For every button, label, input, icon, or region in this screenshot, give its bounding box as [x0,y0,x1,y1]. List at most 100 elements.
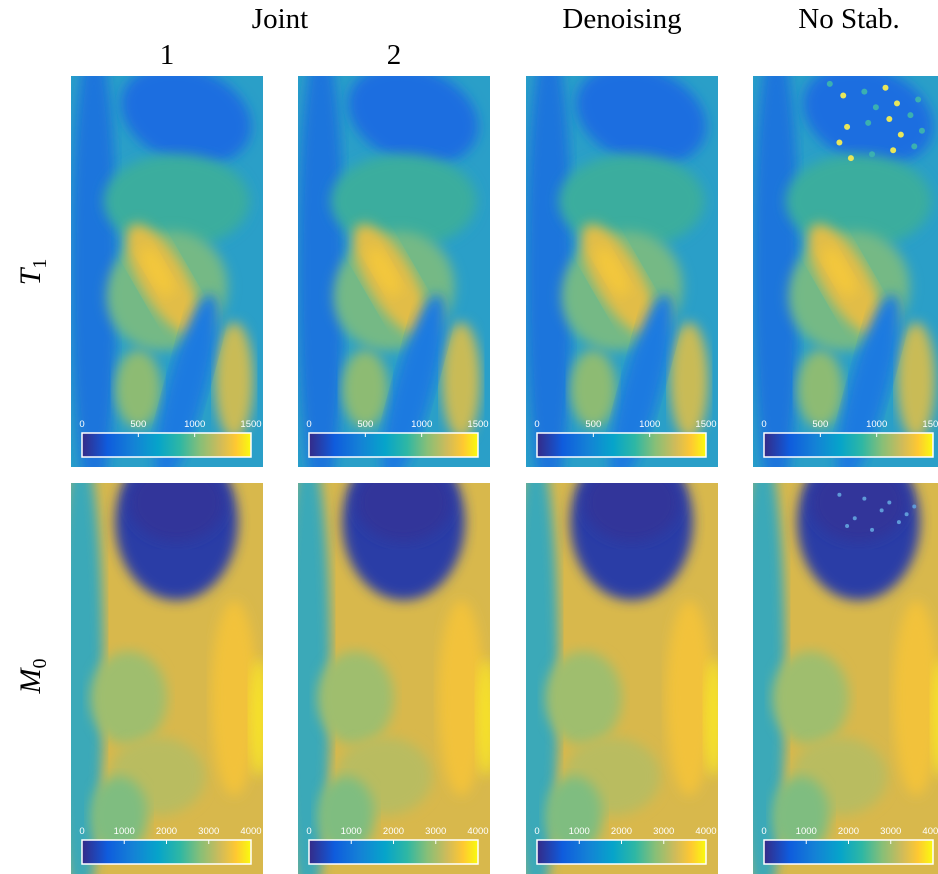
colorbar [537,433,706,457]
image-region [129,463,225,541]
colorbar-tick-label: 0 [534,419,539,430]
colorbar-tick-label: 1500 [695,419,716,430]
row-label: T1 [14,259,51,286]
colorbar-tick-label: 0 [79,826,84,837]
image-noise [912,504,916,508]
panel-image [513,444,724,874]
image-noise [845,524,849,528]
column-header: 2 [387,39,402,71]
colorbar-tick-label: 1000 [796,826,817,837]
group-header: No Stab. [798,3,900,35]
panel: 0 1000 2000 3000 4000 [285,444,496,874]
page: Joint 1 2 Denoising No Stab. T1 M0 05001… [0,0,938,874]
panel-image [285,444,496,874]
image-noise [837,493,841,497]
image-noise [894,100,900,106]
row-label-sub: 0 [29,659,51,669]
colorbar-tick-label: 1000 [114,826,135,837]
colorbar-tick-label: 3000 [198,826,219,837]
image-noise [907,112,913,118]
colorbar-tick-label: 0 [79,419,84,430]
image-noise [905,512,909,516]
colorbar-tick-label: 4000 [240,826,261,837]
image-region [797,350,843,428]
colorbar-tick-label: 3000 [425,826,446,837]
colorbar [309,433,478,457]
image-noise [827,81,833,87]
panel: 0 500 1000 1500 [753,37,938,506]
image-noise [919,128,925,134]
panel: 0 500 1000 1500 [526,37,720,506]
colorbar-tick-label: 1000 [184,419,205,430]
image-region [545,651,622,745]
image-noise [898,132,904,138]
group-header: Joint [252,3,308,35]
image-noise [869,151,875,157]
image-noise [882,85,888,91]
colorbar-tick-label: 1000 [639,419,660,430]
colorbar-tick-label: 1000 [341,826,362,837]
image-region [250,659,269,776]
image-region [570,350,616,428]
colorbar [764,433,933,457]
image-region [115,350,161,428]
colorbar-tick-label: 3000 [880,826,901,837]
image-noise [862,497,866,501]
colorbar-tick-label: 4000 [695,826,716,837]
image-noise [861,89,867,95]
image-region [90,651,167,745]
image-noise [890,147,896,153]
panel: 050010001500 [298,37,492,506]
image-noise [865,120,871,126]
colorbar-tick-label: 0 [761,826,766,837]
image-noise [911,143,917,149]
colorbar-tick-label: 0 [761,419,766,430]
image-region [811,463,907,541]
image-noise [886,116,892,122]
image-noise [836,139,842,145]
panel-image [58,444,269,874]
colorbar-tick-label: 1500 [922,419,938,430]
image-noise [897,520,901,524]
image-noise [873,104,879,110]
row-label: M0 [14,659,51,695]
colorbar-tick-label: 1000 [569,826,590,837]
colorbar-tick-label: 2000 [383,826,404,837]
colorbar-tick-label: 1500 [240,419,261,430]
colorbar-tick-label: 0 [306,419,311,430]
image-noise [915,96,921,102]
colorbar-tick-label: 500 [585,419,601,430]
image-noise [870,528,874,532]
colorbar-tick-label: 4000 [467,826,488,837]
panel: 0 1000 2000 3000 4000 [58,444,269,874]
figure: Joint 1 2 Denoising No Stab. T1 M0 05001… [0,0,938,874]
colorbar-tick-label: 500 [812,419,828,430]
colorbar-tick-label: 500 [357,419,373,430]
row-label-main: M [14,667,47,695]
colorbar-tick-label: 0 [306,826,311,837]
colorbar-tick-label: 500 [130,419,146,430]
image-region [342,350,388,428]
image-noise [848,155,854,161]
image-region [893,600,938,796]
image-region [477,659,496,776]
image-noise [840,93,846,99]
image-noise [887,501,891,505]
colorbar-tick-label: 2000 [838,826,859,837]
panel-image [740,444,938,874]
image-region [317,651,394,745]
image-region [584,463,680,541]
image-region [772,651,849,745]
colorbar-tick-label: 3000 [653,826,674,837]
column-header: 1 [160,39,175,71]
colorbar-tick-label: 2000 [156,826,177,837]
colorbar-tick-label: 1000 [866,419,887,430]
colorbar-tick-label: 1000 [411,419,432,430]
image-region [705,659,724,776]
image-region [356,463,452,541]
colorbar-tick-label: 2000 [611,826,632,837]
row-label-sub: 1 [29,259,51,269]
